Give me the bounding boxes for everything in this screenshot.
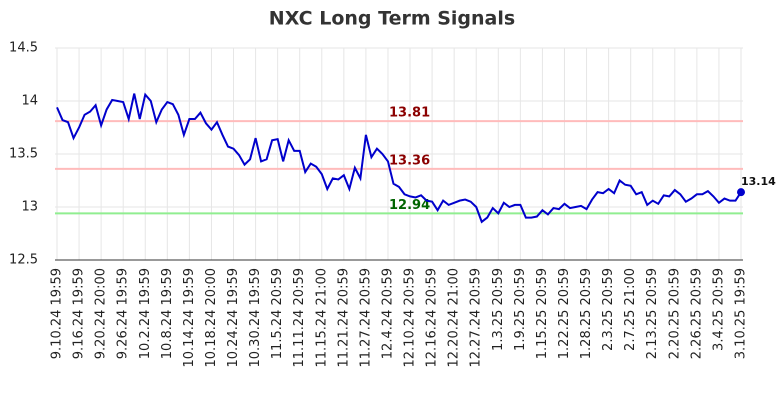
x-tick-label: 1.3.25 20:59 [491, 268, 506, 351]
x-tick-label: 9.16.24 19:59 [72, 268, 87, 359]
x-tick-label: 11.15.24 21:00 [314, 268, 329, 368]
reference-label: 13.81 [389, 106, 430, 121]
last-point [737, 188, 745, 197]
x-tick-label: 10.30.24 19:59 [248, 268, 263, 368]
x-tick-label: 1.22.25 20:59 [557, 268, 572, 359]
x-tick-label: 10.18.24 20:00 [204, 268, 219, 368]
x-tick-label: 2.26.25 20:59 [689, 268, 704, 359]
chart-title: NXC Long Term Signals [269, 8, 515, 30]
x-tick-label: 9.26.24 19:59 [116, 268, 131, 359]
x-tick-label: 10.8.24 19:59 [160, 268, 175, 359]
x-tick-label: 1.15.25 20:59 [535, 268, 550, 359]
x-tick-label: 2.20.25 20:59 [667, 268, 682, 359]
x-tick-label: 10.24.24 19:59 [226, 268, 241, 368]
x-tick-label: 12.20.24 21:00 [447, 268, 462, 368]
x-tick-label: 11.27.24 20:59 [358, 268, 373, 368]
reference-label: 13.36 [389, 153, 430, 168]
y-tick-label: 13.5 [9, 147, 38, 162]
line [56, 92, 742, 224]
x-tick-label: 12.4.24 20:59 [380, 268, 395, 359]
x-tick-label: 1.9.25 20:59 [513, 268, 528, 351]
x-tick-label: 11.21.24 20:59 [336, 268, 351, 368]
x-tick-label: 11.5.24 20:59 [270, 268, 285, 359]
y-tick-label: 14.5 [9, 41, 38, 56]
x-tick-label: 3.10.25 19:59 [734, 268, 749, 359]
x-tick-label: 1.28.25 20:59 [579, 268, 594, 359]
y-tick-label: 14 [21, 94, 38, 109]
reference-label: 12.94 [389, 198, 430, 213]
last-value-label: 13.14 [741, 175, 776, 188]
x-tick-label: 2.3.25 20:59 [601, 268, 616, 351]
x-tick-label: 12.27.24 20:59 [469, 268, 484, 368]
x-tick-label: 2.7.25 21:00 [623, 268, 638, 351]
x-tick-label: 12.16.24 20:59 [425, 268, 440, 368]
x-tick-label: 12.10.24 20:59 [403, 268, 418, 368]
y-tick-label: 13 [21, 200, 38, 215]
x-tick-label: 2.13.25 20:59 [645, 268, 660, 359]
x-tick-label: 3.4.25 20:59 [711, 268, 726, 351]
x-tick-label: 9.10.24 19:59 [50, 268, 65, 359]
y-tick-label: 12.5 [9, 253, 38, 268]
x-tick-label: 9.20.24 20:00 [94, 268, 109, 359]
x-tick-label: 11.11.24 20:59 [292, 268, 307, 368]
x-tick-label: 10.2.24 19:59 [138, 268, 153, 359]
x-tick-label: 10.14.24 19:59 [182, 268, 197, 368]
